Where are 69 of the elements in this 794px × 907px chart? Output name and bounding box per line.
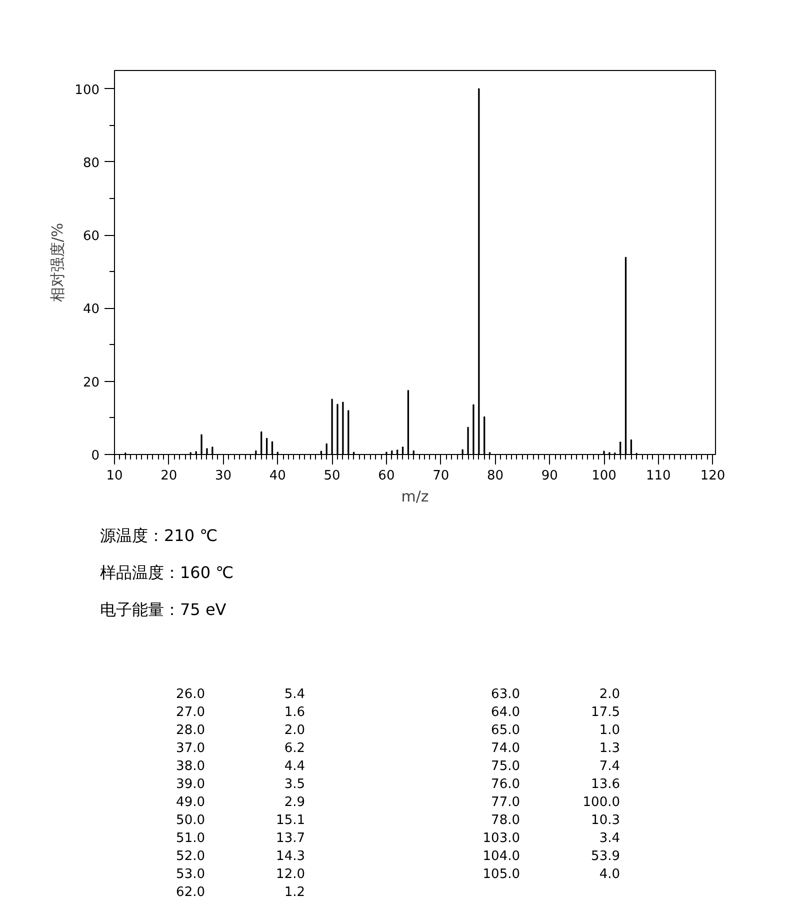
x-tick-label: 10 — [106, 468, 123, 484]
text: 1.0 — [598, 722, 620, 740]
y-tick-label: 80 — [82, 156, 100, 171]
y-tick-label: 100 — [74, 82, 100, 98]
text: 51.0 — [175, 830, 205, 848]
text: 源温度：210 ℃ — [100, 525, 219, 547]
text: 12.0 — [275, 866, 305, 884]
x-axis-title: m/z — [401, 488, 429, 506]
text: 50.0 — [175, 812, 205, 830]
text: 26.0 — [175, 686, 205, 704]
text: 53.9 — [590, 848, 620, 866]
text: 105.0 — [482, 866, 520, 884]
text: 62.0 — [175, 884, 205, 902]
text: 39.0 — [175, 776, 205, 794]
x-tick-label: 70 — [432, 468, 450, 484]
text: 13.7 — [275, 830, 305, 848]
text: 28.0 — [175, 722, 205, 740]
text: 1.3 — [598, 740, 620, 758]
text: 5.4 — [283, 686, 305, 704]
text: 100.0 — [582, 794, 620, 812]
y-tick-label: 60 — [82, 229, 100, 244]
text: 4.4 — [283, 758, 305, 776]
y-axis-title: 相对强度/% — [48, 222, 67, 302]
text: 3.4 — [598, 830, 620, 848]
text: 74.0 — [490, 740, 520, 758]
text: 10.3 — [590, 812, 620, 830]
text: 53.0 — [175, 866, 205, 884]
text: 15.1 — [275, 812, 305, 830]
x-tick-label: 30 — [215, 468, 232, 484]
x-tick-label: 110 — [646, 468, 671, 484]
text: 52.0 — [175, 848, 205, 866]
text: 37.0 — [175, 740, 205, 758]
text: 2.9 — [283, 794, 305, 812]
text: 38.0 — [175, 758, 205, 776]
text: 78.0 — [490, 812, 520, 830]
x-tick-label: 100 — [592, 468, 616, 484]
y-tick-label: 40 — [82, 302, 100, 318]
text: 13.6 — [590, 776, 620, 794]
y-tick-label: 0 — [91, 448, 100, 464]
text: 76.0 — [490, 776, 520, 794]
text: 3.5 — [283, 776, 305, 794]
text: 1.6 — [283, 704, 305, 722]
text: 14.3 — [275, 848, 305, 866]
x-tick-label: 40 — [269, 468, 286, 484]
text: 电子能量：75 eV — [100, 598, 228, 621]
text: 77.0 — [490, 794, 520, 812]
x-tick-label: 120 — [700, 468, 726, 484]
text: 27.0 — [175, 704, 205, 722]
text: 75.0 — [490, 758, 520, 776]
text: 样品温度：160 ℃ — [100, 562, 234, 584]
text: 2.0 — [283, 722, 305, 740]
x-tick-label: 20 — [160, 468, 178, 484]
text: 4.0 — [598, 866, 620, 884]
text: 63.0 — [490, 686, 520, 704]
text: 65.0 — [490, 722, 520, 740]
y-tick-label: 20 — [82, 375, 100, 390]
text: 6.2 — [283, 740, 305, 758]
text: 1.2 — [283, 884, 305, 902]
text: 2.0 — [598, 686, 620, 704]
text: 7.4 — [598, 758, 620, 776]
x-tick-label: 50 — [324, 468, 340, 484]
text: 103.0 — [482, 830, 520, 848]
x-tick-label: 90 — [541, 468, 558, 484]
text: 49.0 — [175, 794, 205, 812]
text: 64.0 — [490, 704, 520, 722]
x-tick-label: 80 — [486, 468, 504, 484]
x-tick-label: 60 — [378, 468, 395, 484]
text: 17.5 — [590, 704, 620, 722]
text: 104.0 — [482, 848, 520, 866]
